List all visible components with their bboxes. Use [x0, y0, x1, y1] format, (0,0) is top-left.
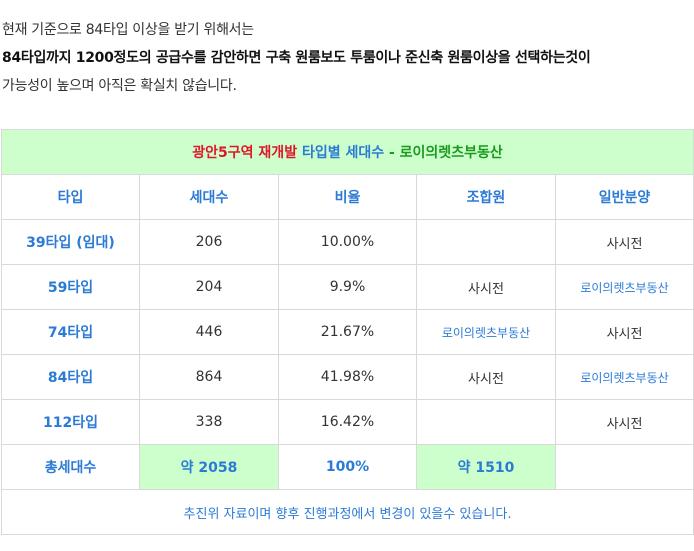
title-project: 광안5구역 재개발 — [192, 145, 298, 161]
total-general — [554, 444, 694, 490]
row-ratio: 10.00% — [278, 219, 417, 265]
row-units: 338 — [139, 399, 279, 445]
table-row: 112타입 338 16.42% 사시전 — [1, 399, 694, 445]
row-general: 로이의렛츠부동산 — [554, 354, 694, 400]
total-member: 약 1510 — [416, 444, 556, 490]
table-row: 84타입 864 41.98% 사시전 로이의렛츠부동산 — [1, 354, 694, 400]
row-ratio: 21.67% — [278, 309, 417, 355]
table-row: 74타입 446 21.67% 로이의렛츠부동산 사시전 — [1, 309, 694, 355]
intro-text: 현재 기준으로 84타입 이상을 받기 위해서는 84타입까지 1200정도의 … — [2, 16, 692, 100]
row-units: 206 — [139, 219, 279, 265]
row-general: 사시전 — [554, 309, 694, 355]
row-ratio: 41.98% — [278, 354, 417, 400]
row-member: 사시전 — [416, 354, 556, 400]
row-type: 59타입 — [1, 264, 140, 310]
header-units: 세대수 — [139, 174, 279, 220]
header-member: 조합원 — [416, 174, 556, 220]
row-member — [416, 219, 556, 265]
table-title-row: 광안5구역 재개발 타입별 세대수 - 로이의렛츠부동산 — [0, 129, 694, 175]
row-ratio: 9.9% — [278, 264, 417, 310]
header-general: 일반분양 — [554, 174, 694, 220]
row-type: 112타입 — [1, 399, 140, 445]
table-title: 광안5구역 재개발 타입별 세대수 - 로이의렛츠부동산 — [0, 129, 694, 175]
row-type: 84타입 — [1, 354, 140, 400]
row-type: 39타입 (임대) — [1, 219, 140, 265]
header-ratio: 비율 — [278, 174, 417, 220]
row-member: 사시전 — [416, 264, 556, 310]
row-units: 864 — [139, 354, 279, 400]
intro-line-2: 84타입까지 1200정도의 공급수를 감안하면 구축 원룸보도 투룸이나 준신… — [2, 50, 591, 66]
row-member: 로이의렛츠부동산 — [416, 309, 556, 355]
title-subject: 타입별 세대수 — [301, 145, 385, 161]
total-ratio: 100% — [278, 444, 417, 490]
table-total-row: 총세대수 약 2058 100% 약 1510 — [1, 444, 694, 490]
unit-type-table: 광안5구역 재개발 타입별 세대수 - 로이의렛츠부동산 타입 세대수 비율 조… — [0, 129, 694, 535]
row-general: 사시전 — [554, 219, 694, 265]
header-type: 타입 — [1, 174, 140, 220]
table-note: 추진위 자료이며 향후 진행과정에서 변경이 있을수 있습니다. — [0, 489, 694, 535]
table-note-row: 추진위 자료이며 향후 진행과정에서 변경이 있을수 있습니다. — [0, 489, 694, 535]
intro-line-3: 가능성이 높으며 아직은 확실치 않습니다. — [2, 78, 237, 94]
row-units: 446 — [139, 309, 279, 355]
total-label: 총세대수 — [1, 444, 140, 490]
total-units: 약 2058 — [139, 444, 279, 490]
row-member — [416, 399, 556, 445]
row-general: 사시전 — [554, 399, 694, 445]
row-general: 로이의렛츠부동산 — [554, 264, 694, 310]
table-row: 39타입 (임대) 206 10.00% 사시전 — [1, 219, 694, 265]
row-type: 74타입 — [1, 309, 140, 355]
title-source: - 로이의렛츠부동산 — [388, 145, 503, 161]
table-header-row: 타입 세대수 비율 조합원 일반분양 — [1, 174, 694, 220]
row-units: 204 — [139, 264, 279, 310]
table-row: 59타입 204 9.9% 사시전 로이의렛츠부동산 — [1, 264, 694, 310]
row-ratio: 16.42% — [278, 399, 417, 445]
intro-line-1: 현재 기준으로 84타입 이상을 받기 위해서는 — [2, 22, 254, 38]
